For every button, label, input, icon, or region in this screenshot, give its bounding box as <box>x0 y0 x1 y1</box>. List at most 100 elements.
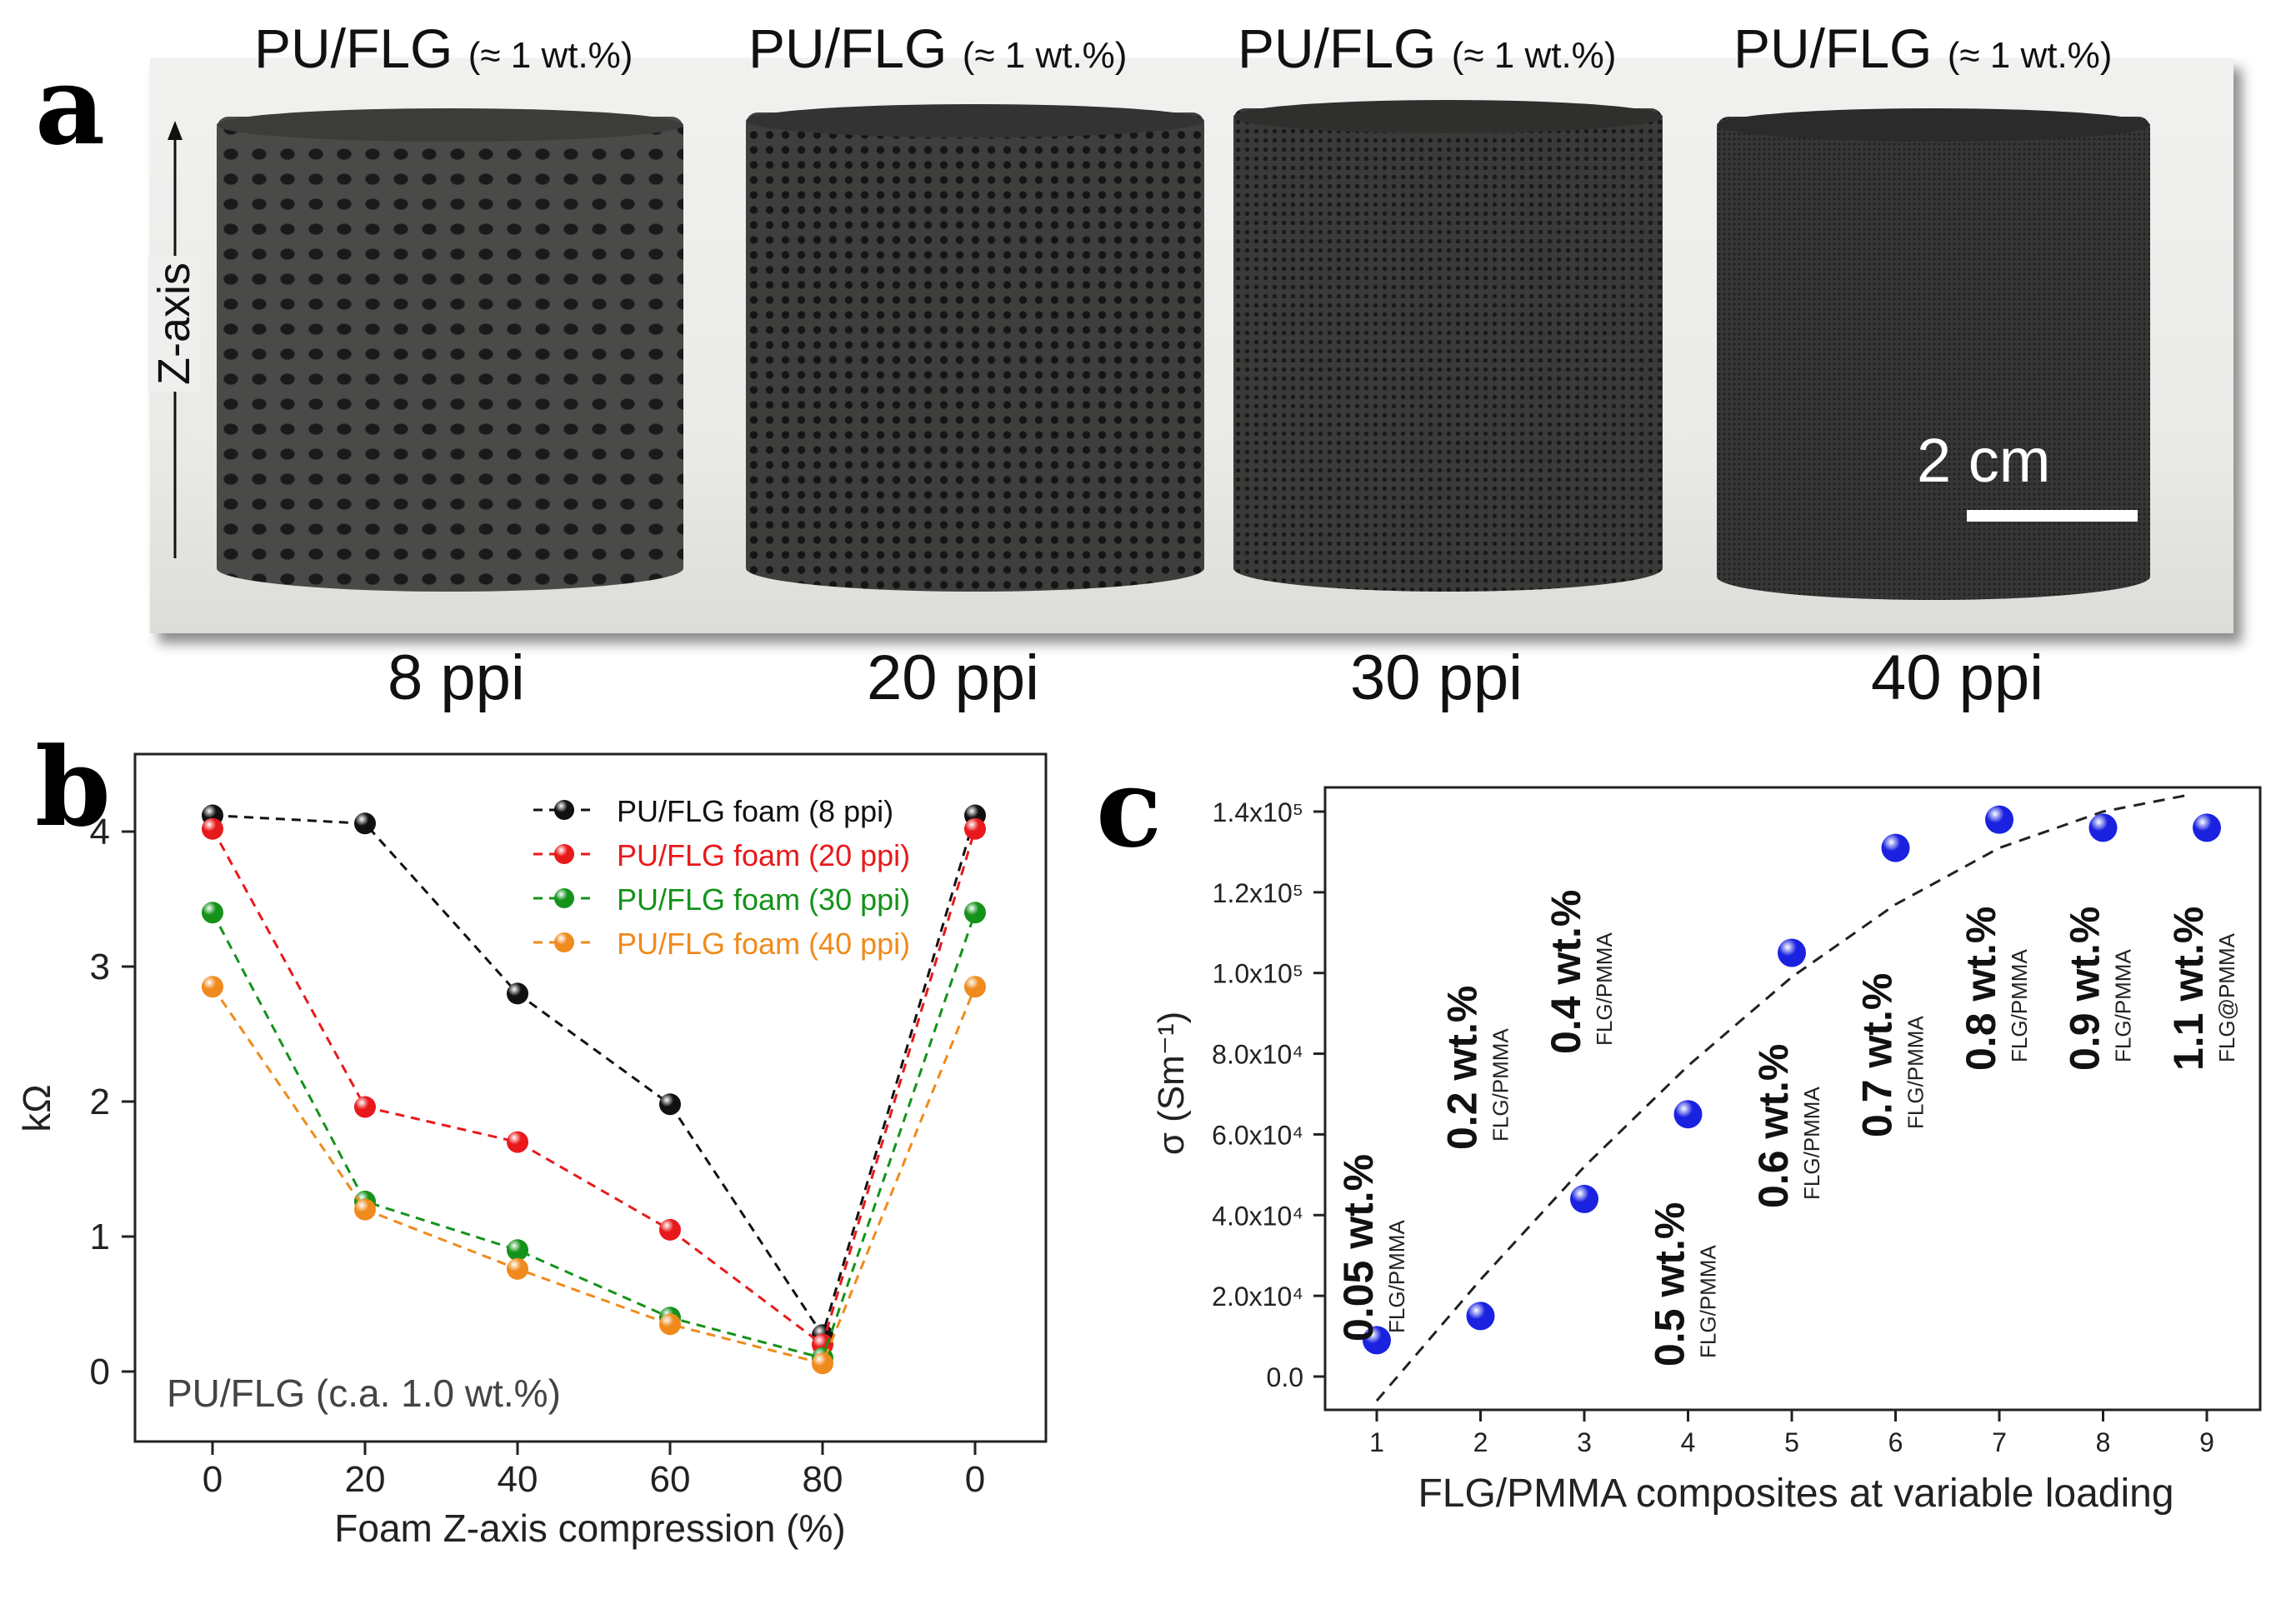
y-tick-label-c: 1.2x10⁵ <box>1213 878 1303 908</box>
data-point-c <box>1881 833 1910 862</box>
data-point-b <box>202 976 223 998</box>
y-tick-label-b: 3 <box>90 947 110 987</box>
point-sublabel-c: FLG/PMMA <box>1384 1220 1409 1333</box>
y-axis-label-b: kΩ <box>15 1084 58 1132</box>
point-label-c: 0.2 wt.% <box>1439 986 1486 1150</box>
point-label-c: 1.1 wt.% <box>2165 907 2212 1071</box>
ppi-label-40: 40 ppi <box>1871 642 2044 713</box>
legend-label-b: PU/FLG foam (8 ppi) <box>617 794 893 828</box>
point-label-c: 0.8 wt.% <box>1958 907 2004 1071</box>
ppi-label-20: 20 ppi <box>867 642 1040 713</box>
point-sublabel-c: FLG/PMMA <box>1696 1245 1721 1358</box>
ppi-label-30: 30 ppi <box>1350 642 1523 713</box>
point-label-c: 0.6 wt.% <box>1750 1044 1797 1208</box>
legend-label-b: PU/FLG foam (40 ppi) <box>617 927 910 961</box>
x-axis-label-c: FLG/PMMA composites at variable loading <box>1418 1472 2173 1516</box>
data-point-c <box>2193 813 2221 842</box>
x-tick-label-c: 2 <box>1473 1427 1488 1457</box>
data-point-b <box>354 812 376 835</box>
legend-label-b: PU/FLG foam (20 ppi) <box>617 838 910 872</box>
x-tick-label-c: 5 <box>1784 1427 1799 1457</box>
point-sublabel-c: FLG/PMMA <box>1592 932 1617 1046</box>
y-axis-label-c: σ (Sm⁻¹) <box>1151 1012 1192 1156</box>
y-tick-label-b: 1 <box>90 1217 110 1257</box>
sample-title-20ppi: PU/FLG (≈ 1 wt.%) <box>748 17 1128 79</box>
y-tick-label-c: 1.0x10⁵ <box>1213 959 1303 989</box>
series-line-b <box>211 986 977 1366</box>
y-tick-label-c: 2.0x10⁴ <box>1212 1282 1303 1312</box>
data-point-b <box>964 902 986 924</box>
panel-label-b: b <box>35 723 111 851</box>
panel-label-c: c <box>1096 744 1163 872</box>
x-tick-label-b: 0 <box>965 1459 985 1500</box>
y-tick-label-c: 1.4x10⁵ <box>1213 797 1303 827</box>
data-point-c <box>1778 938 1806 967</box>
x-axis-label-b: Foam Z-axis compression (%) <box>334 1507 845 1550</box>
point-label-c: 0.7 wt.% <box>1854 973 1901 1137</box>
data-point-b <box>507 982 528 1005</box>
point-label-c: 0.9 wt.% <box>2062 907 2108 1071</box>
x-tick-label-c: 3 <box>1577 1427 1592 1457</box>
data-point-b <box>812 1352 833 1375</box>
x-tick-label-c: 1 <box>1369 1427 1384 1457</box>
legend-marker-b <box>554 800 574 820</box>
scale-bar <box>1967 510 2138 522</box>
x-tick-label-c: 4 <box>1681 1427 1696 1457</box>
data-point-c <box>1466 1302 1495 1331</box>
legend-label-b: PU/FLG foam (30 ppi) <box>617 882 910 917</box>
data-point-c <box>2088 813 2118 842</box>
data-point-b <box>202 817 223 840</box>
data-point-b <box>507 1257 528 1280</box>
x-tick-label-b: 20 <box>345 1459 386 1500</box>
data-point-b <box>659 1313 681 1336</box>
x-tick-label-c: 9 <box>2199 1427 2214 1457</box>
point-sublabel-c: FLG/PMMA <box>2007 949 2032 1062</box>
point-label-c: 0.05 wt.% <box>1335 1154 1382 1342</box>
foam-cylinder-20ppi <box>746 104 1204 592</box>
trend-line-c <box>1375 794 2187 1402</box>
x-tick-label-c: 6 <box>1888 1427 1903 1457</box>
sample-title-30ppi: PU/FLG (≈ 1 wt.%) <box>1238 17 1617 79</box>
y-tick-label-b: 4 <box>90 812 110 852</box>
y-tick-label-c: 8.0x10⁴ <box>1212 1040 1303 1070</box>
scale-label: 2 cm <box>1917 426 2051 495</box>
data-point-c <box>1673 1100 1703 1129</box>
x-tick-label-b: 0 <box>203 1459 223 1500</box>
point-sublabel-c: FLG/PMMA <box>1488 1028 1513 1142</box>
x-tick-label-c: 7 <box>1992 1427 2007 1457</box>
foam-photo <box>150 58 2233 633</box>
data-point-b <box>354 1096 376 1118</box>
series-line-b <box>211 912 977 1360</box>
data-point-c <box>1363 1326 1391 1355</box>
data-point-b <box>202 902 223 924</box>
data-point-b <box>507 1239 528 1262</box>
y-tick-label-b: 0 <box>90 1352 110 1392</box>
data-point-b <box>659 1093 681 1116</box>
y-tick-label-c: 6.0x10⁴ <box>1212 1120 1303 1150</box>
plot-frame-b <box>133 752 1048 1443</box>
point-sublabel-c: FLG/PMMA <box>1799 1087 1824 1200</box>
panel-label-a: a <box>35 42 106 169</box>
y-tick-label-c: 4.0x10⁴ <box>1212 1201 1303 1231</box>
data-point-b <box>964 817 986 840</box>
legend-marker-b <box>554 844 574 864</box>
point-sublabel-c: FLG@PMMA <box>2214 932 2239 1062</box>
sample-title-8ppi: PU/FLG (≈ 1 wt.%) <box>254 17 633 79</box>
foam-cylinder-30ppi <box>1233 100 1663 592</box>
annotation-b: PU/FLG (c.a. 1.0 wt.%) <box>167 1372 561 1415</box>
x-tick-label-b: 40 <box>498 1459 538 1500</box>
series-line-b <box>212 814 977 1338</box>
ppi-label-8: 8 ppi <box>388 642 525 713</box>
x-tick-label-b: 60 <box>650 1459 691 1500</box>
data-point-b <box>354 1198 376 1221</box>
point-sublabel-c: FLG/PMMA <box>1903 1016 1928 1129</box>
data-point-b <box>964 976 986 998</box>
sample-title-40ppi: PU/FLG (≈ 1 wt.%) <box>1733 17 2113 79</box>
point-sublabel-c: FLG/PMMA <box>2111 949 2136 1062</box>
point-label-c: 0.4 wt.% <box>1543 890 1589 1054</box>
data-point-b <box>659 1218 681 1241</box>
data-point-c <box>1570 1184 1598 1213</box>
point-label-c: 0.5 wt.% <box>1647 1202 1693 1367</box>
